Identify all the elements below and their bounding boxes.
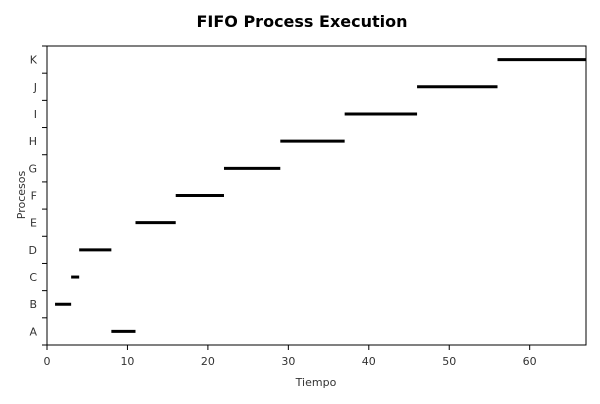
y-tick-label: E (30, 217, 37, 230)
x-tick-label: 30 (281, 355, 295, 368)
y-tick-label: F (31, 190, 37, 203)
y-tick-label: D (29, 244, 37, 257)
y-tick-label: A (29, 325, 37, 338)
y-tick-label: H (29, 135, 37, 148)
y-tick-label: C (29, 271, 37, 284)
y-tick-label: I (34, 108, 37, 121)
x-tick-label: 50 (442, 355, 456, 368)
process-bars (55, 58, 586, 333)
y-tick-label: G (28, 162, 37, 175)
y-tick-label: J (33, 81, 37, 94)
x-tick-label: 20 (201, 355, 215, 368)
x-tick-label: 0 (44, 355, 51, 368)
plot-frame (46, 45, 587, 346)
x-axis-label: Tiempo (295, 376, 337, 389)
y-tick-label: K (30, 54, 38, 67)
x-tick-label: 60 (523, 355, 537, 368)
y-axis: A B C D E F G H I J K (28, 45, 47, 346)
y-axis-label: Procesos (15, 171, 28, 220)
x-tick-label: 40 (362, 355, 376, 368)
chart-title: FIFO Process Execution (196, 12, 407, 31)
y-tick-label: B (29, 298, 37, 311)
x-tick-label: 10 (120, 355, 134, 368)
x-axis: 0 10 20 30 40 50 60 (44, 345, 537, 368)
